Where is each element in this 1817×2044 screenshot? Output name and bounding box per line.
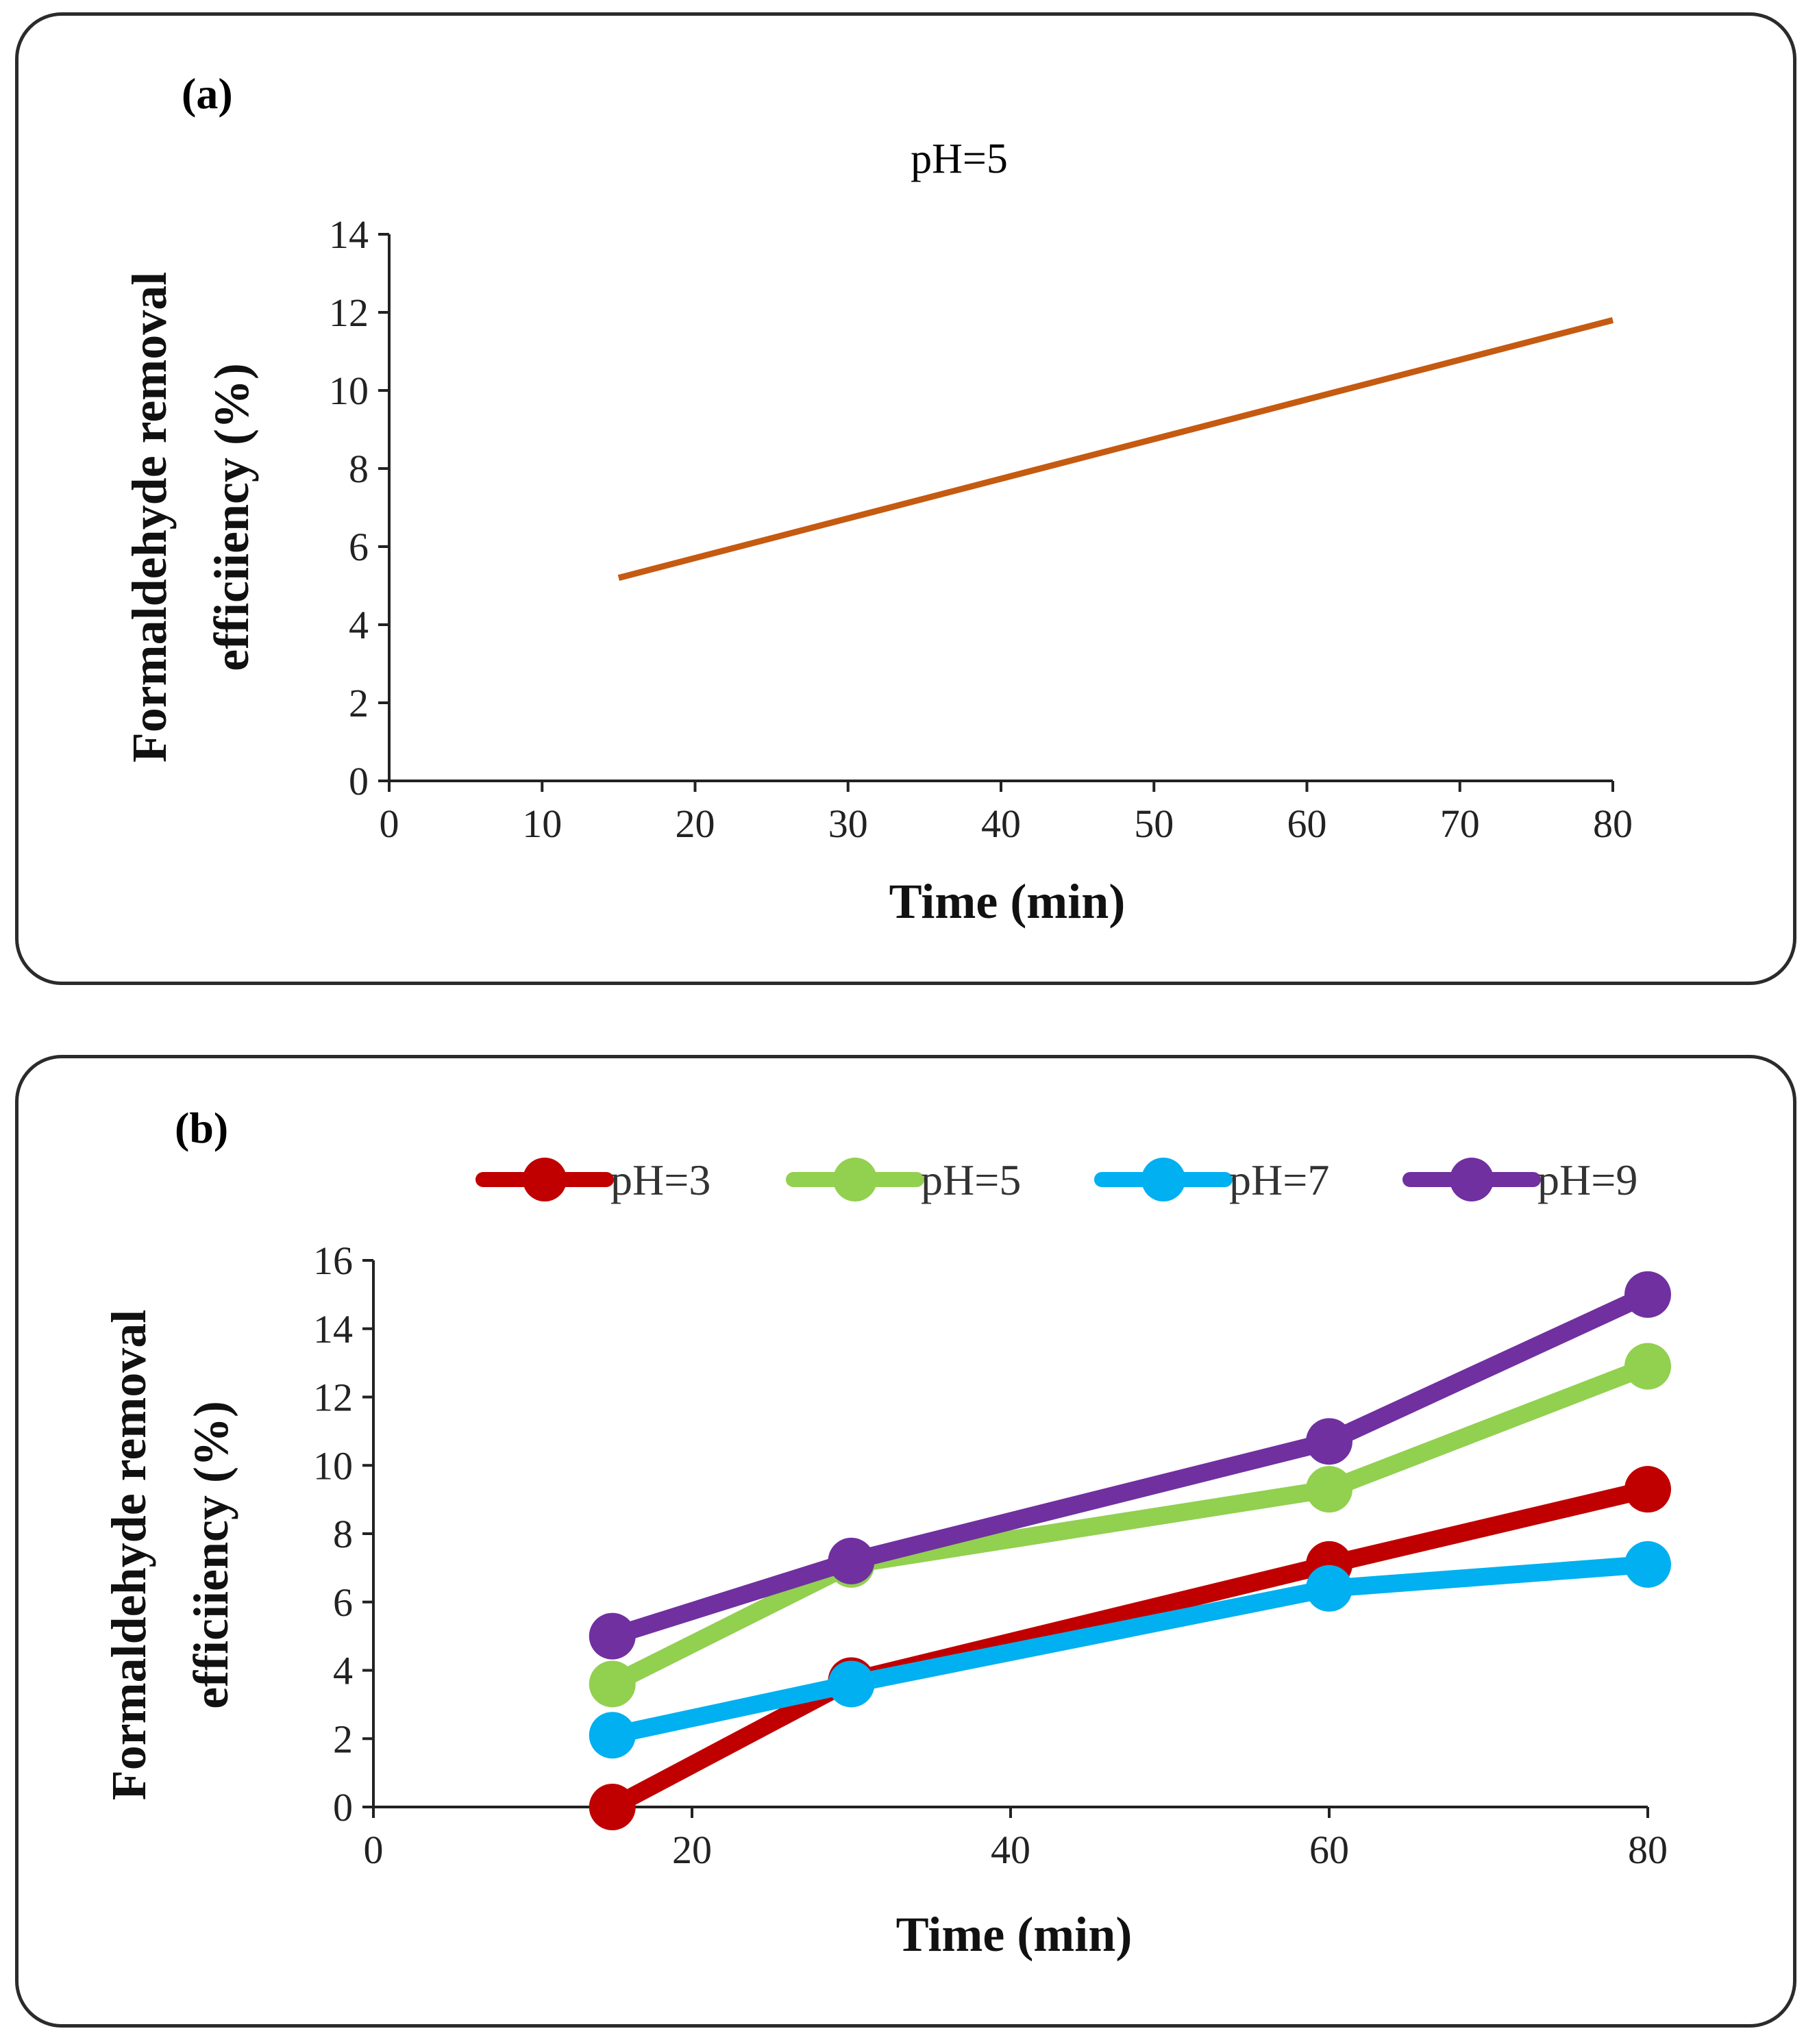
x-tick-label-a: 0 bbox=[380, 801, 399, 846]
data-point-ph9-b bbox=[589, 1612, 636, 1660]
y-axis-title-a-line2: efficiiency (%) bbox=[204, 363, 259, 671]
data-point-ph3-b bbox=[1624, 1466, 1671, 1513]
series-line-ph9-b bbox=[609, 1286, 1652, 1645]
legend-label-ph7: pH=7 bbox=[1229, 1156, 1329, 1204]
x-tick-label-a: 50 bbox=[1134, 801, 1174, 846]
legend-marker-ph3 bbox=[523, 1158, 567, 1201]
series-line-ph7-b bbox=[610, 1555, 1648, 1744]
legend-marker-ph7 bbox=[1141, 1158, 1185, 1201]
x-axis-title-a: Time (min) bbox=[889, 874, 1126, 929]
data-point-ph7-b bbox=[1624, 1541, 1671, 1588]
series-line-ph5-b bbox=[608, 1358, 1651, 1693]
legend-label-ph9: pH=9 bbox=[1537, 1156, 1637, 1204]
x-tick-label-a: 60 bbox=[1287, 801, 1327, 846]
data-point-ph9-b bbox=[828, 1537, 875, 1584]
x-tick-label-a: 80 bbox=[1593, 801, 1633, 846]
plot-area-b: 0 2 4 6 8 10 12 14 16 0 20 40 60 80 bbox=[313, 1238, 1671, 1872]
legend-marker-ph9 bbox=[1450, 1158, 1494, 1201]
series-line-ph5-a bbox=[617, 317, 1614, 581]
data-point-ph7-b bbox=[589, 1712, 636, 1759]
chart-title-a: pH=5 bbox=[911, 136, 1008, 182]
series-line-ph3-b bbox=[608, 1480, 1650, 1815]
y-tick-label-a: 4 bbox=[349, 603, 369, 647]
legend-marker-ph5 bbox=[833, 1158, 877, 1201]
x-tick-label-a: 70 bbox=[1440, 801, 1480, 846]
y-axis-title-a-line1: Formaldehyde removal bbox=[122, 272, 177, 763]
x-tick-label-a: 30 bbox=[828, 801, 868, 846]
y-tick-label-a: 12 bbox=[329, 290, 369, 335]
y-tick-label-b: 14 bbox=[313, 1307, 353, 1351]
x-tick-label-b: 20 bbox=[672, 1828, 712, 1872]
data-point-ph5-b bbox=[589, 1660, 636, 1708]
x-axis-title-b: Time (min) bbox=[896, 1907, 1133, 1962]
y-tick-label-a: 14 bbox=[329, 212, 369, 257]
y-tick-label-b: 12 bbox=[313, 1375, 353, 1420]
y-tick-label-b: 0 bbox=[333, 1785, 353, 1830]
panel-label-a: (a) bbox=[182, 69, 233, 118]
x-tick-label-a: 40 bbox=[981, 801, 1021, 846]
data-point-ph7-b bbox=[828, 1660, 875, 1708]
legend-label-ph3: pH=3 bbox=[610, 1156, 710, 1204]
legend-label-ph5: pH=5 bbox=[921, 1156, 1021, 1204]
y-tick-label-b: 2 bbox=[333, 1717, 353, 1761]
x-tick-label-b: 60 bbox=[1309, 1828, 1349, 1872]
data-point-ph5-b bbox=[1624, 1343, 1671, 1390]
x-tick-label-b: 0 bbox=[364, 1828, 384, 1872]
y-tick-label-a: 8 bbox=[349, 447, 369, 491]
plot-area-a: 0 2 4 6 8 10 12 14 0 10 20 30 40 50 60 70 80 bbox=[329, 212, 1633, 846]
y-axis-title-b-line1: Formaldehyde removal bbox=[101, 1310, 156, 1801]
x-tick-label-a: 10 bbox=[522, 801, 562, 846]
y-tick-label-b: 4 bbox=[333, 1649, 353, 1693]
y-tick-label-b: 10 bbox=[313, 1443, 353, 1488]
y-tick-label-a: 0 bbox=[349, 759, 369, 803]
y-tick-label-b: 6 bbox=[333, 1580, 353, 1625]
chart-panel-a bbox=[15, 12, 1796, 985]
y-tick-label-b: 16 bbox=[313, 1238, 353, 1283]
x-tick-label-a: 20 bbox=[676, 801, 715, 846]
data-point-ph5-b bbox=[1306, 1466, 1352, 1513]
legend-b: pH=3 pH=5 pH=7 pH=9 bbox=[475, 1156, 1637, 1204]
panel-label-b: (b) bbox=[175, 1104, 228, 1152]
y-axis-title-b-line2: efficiiency (%) bbox=[184, 1401, 238, 1709]
y-tick-label-b: 8 bbox=[333, 1512, 353, 1556]
y-tick-label-a: 10 bbox=[329, 369, 369, 413]
y-tick-label-a: 6 bbox=[349, 525, 369, 569]
data-point-ph9-b bbox=[1306, 1418, 1352, 1465]
x-tick-label-b: 80 bbox=[1628, 1828, 1668, 1872]
data-point-ph3-b bbox=[589, 1784, 636, 1830]
data-point-ph9-b bbox=[1624, 1271, 1671, 1318]
y-tick-label-a: 2 bbox=[349, 681, 369, 725]
x-tick-label-b: 40 bbox=[991, 1828, 1030, 1872]
data-point-ph7-b bbox=[1306, 1565, 1352, 1612]
